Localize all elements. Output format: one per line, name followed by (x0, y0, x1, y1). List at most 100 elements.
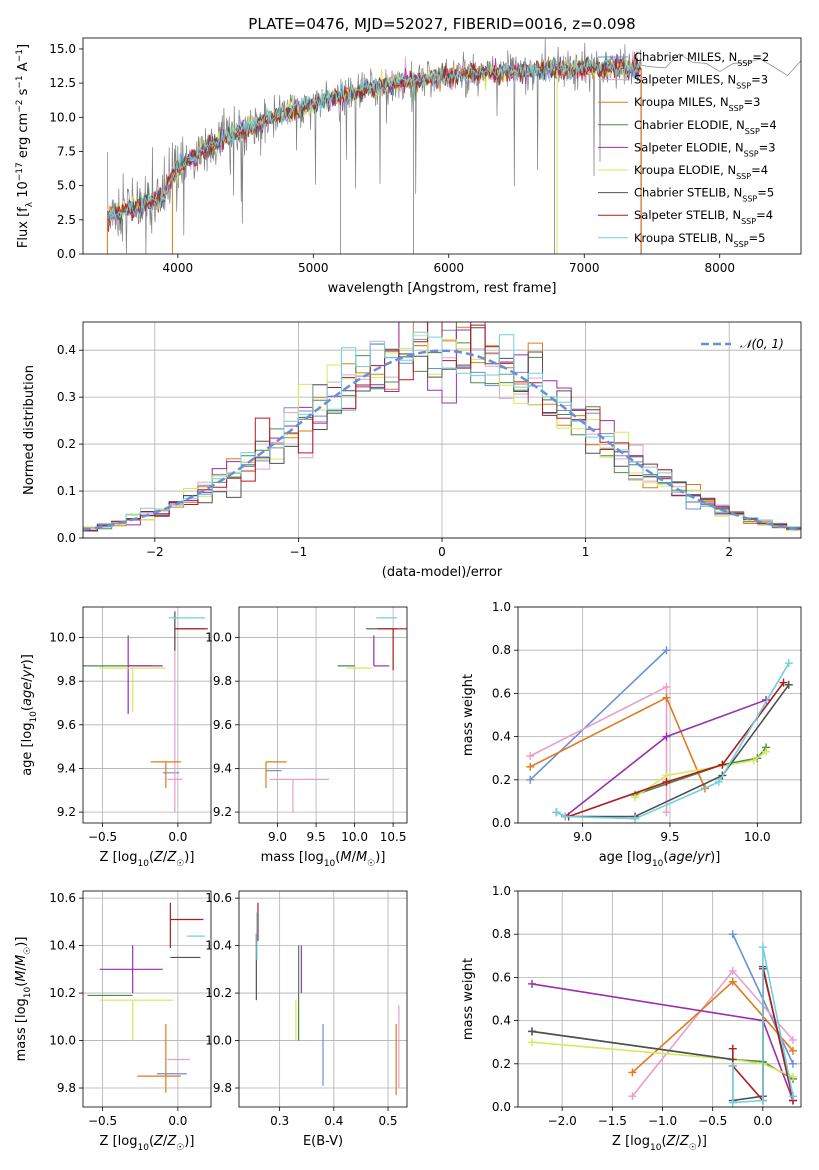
legend-label-main: Chabrier MILES, N (634, 50, 737, 64)
legend-label: Chabrier STELIB, NSSP=5 (634, 186, 774, 204)
x-tick-label: 0.3 (270, 1114, 289, 1128)
x-axis-label-part: M (356, 850, 367, 865)
y-axis-label-part: )] (20, 654, 35, 664)
legend-label-main: Salpeter MILES, N (634, 73, 736, 87)
y-tick-label: 0.3 (57, 390, 76, 404)
axes-frame (82, 606, 212, 824)
x-tick-label: −2.0 (548, 1114, 577, 1128)
y-axis-label-part: log (20, 723, 35, 743)
panel-spectrum: 4000 5000 6000 7000 8000 0.0 2.5 5.0 7.5 10.0 12.5… (15, 37, 802, 296)
y-axis-label-part: M (14, 955, 29, 966)
spectrum-model-chabrier_stelib (106, 55, 642, 224)
legend-label-suffix: =5 (749, 231, 766, 245)
series-line (529, 649, 668, 781)
y-axis-label-part: mass [ (14, 1018, 29, 1061)
y-axis-label-part: M (14, 970, 29, 981)
x-axis-label-part: ☉ (176, 859, 184, 869)
y-axis-label-part: −17 (15, 162, 25, 181)
y-axis-label-part: s (16, 88, 31, 99)
y-tick-label: 0.0 (492, 816, 511, 830)
y-tick-label: 0.6 (492, 970, 511, 984)
errorbar-kroupa_elodie (99, 667, 166, 712)
legend-label-suffix: =5 (757, 186, 774, 200)
y-axis-label-part: Normed distribution (22, 365, 37, 495)
series-line (731, 947, 794, 1104)
chart-panels: 4000 5000 6000 7000 80000.02.55.07.510.012.5… (14, 37, 802, 1153)
y-tick-label: 0.4 (492, 730, 511, 744)
errorbar-salpeter_elodie (127, 635, 163, 714)
x-axis-label-part: 10 (137, 859, 149, 869)
x-tick-label: 8000 (704, 261, 735, 275)
series-kroupa_stelib (728, 943, 797, 1107)
spectrum-model-salpeter_elodie (106, 53, 641, 222)
y-axis-label-part: age [ (20, 742, 35, 775)
x-tick-label: −0.5 (698, 1114, 727, 1128)
x-axis-label-part: mass [ (261, 850, 304, 865)
series-line (531, 1041, 794, 1078)
x-tick-label: −2 (146, 545, 164, 559)
x-axis-label: Z [log10(Z/Z☉)] (612, 1134, 707, 1153)
legend-label-main: Kroupa ELODIE, N (634, 163, 736, 177)
y-tick-label: 15.0 (49, 42, 76, 56)
panel-residuals: −2 −1 0 1 2 0.0 0.1 0.2 0.3 0.4 (data-model)/error… (22, 321, 802, 580)
y-axis-label-part: Flux [f (16, 207, 31, 248)
x-axis-label-part: Z (153, 850, 164, 865)
y-tick-label: 12.5 (49, 76, 76, 90)
plot-area (265, 617, 407, 813)
x-tick-label: 0 (438, 545, 446, 559)
spectrum-model-kroupa_stelib (107, 58, 642, 221)
legend-label-suffix: =4 (751, 163, 768, 177)
y-tick-label: 0.0 (492, 1100, 511, 1114)
y-axis-label-part: age (20, 682, 35, 706)
y-axis-label: mass weight (461, 958, 476, 1040)
legend-label-main: Chabrier STELIB, N (634, 186, 742, 200)
x-tick-label: −1.0 (648, 1114, 677, 1128)
y-axis-label-part: 10 (23, 986, 33, 998)
legend-label-main: Salpeter STELIB, N (634, 208, 741, 222)
x-axis-label-part: Z (166, 1134, 177, 1149)
errorbar-salpeter_miles (167, 620, 183, 813)
x-axis-label: wavelength [Angstrom, rest frame] (328, 281, 557, 296)
y-tick-label: 0.2 (492, 1057, 511, 1071)
y-axis-label: age [log10(age/yr)] (20, 654, 39, 776)
x-axis-label-part: log (632, 850, 652, 865)
x-tick-label: 10.5 (380, 830, 407, 844)
x-axis-label-part: ( (149, 1134, 154, 1149)
y-tick-label: 0.2 (492, 773, 511, 787)
x-axis-label-part: Z [ (612, 1134, 630, 1149)
y-tick-label: 0.2 (57, 437, 76, 451)
y-axis-label-part: )] (14, 937, 29, 947)
x-tick-label: 9.5 (307, 830, 326, 844)
y-tick-label: 10.4 (205, 939, 232, 953)
y-tick-label: 1.0 (492, 600, 511, 614)
legend-label: Kroupa STELIB, NSSP=5 (634, 231, 765, 249)
legend-label-sub: SSP (744, 149, 759, 158)
legend-label-suffix: =4 (760, 118, 777, 132)
x-tick-label: 4000 (163, 261, 194, 275)
y-tick-label: 0.1 (57, 484, 76, 498)
x-axis-label-part: wavelength [Angstrom, rest frame] (328, 281, 557, 296)
y-tick-label: 9.6 (213, 718, 232, 732)
legend-label: Salpeter ELODIE, NSSP=3 (634, 140, 776, 158)
legend-label-sub: SSP (736, 172, 751, 181)
legend-label-normal: 𝒩(0, 1) (740, 337, 784, 351)
x-tick-label: 9.5 (660, 830, 679, 844)
y-axis-label-part: −2 (15, 100, 25, 113)
legend-label-sub: SSP (736, 81, 751, 90)
x-axis-label: mass [log10(M/M☉)] (261, 850, 386, 869)
errorbar-salpeter_elodie (373, 635, 390, 667)
x-axis-label-part: (data-model)/error (382, 565, 503, 580)
x-axis-label-part: 10 (137, 1143, 149, 1153)
y-tick-label: 0.6 (492, 686, 511, 700)
y-axis-label-part: −1 (15, 75, 25, 88)
x-axis-label-part: log (630, 1134, 650, 1149)
errorbar-kroupa_miles (137, 1023, 181, 1093)
legend-label-main: Chabrier ELODIE, N (634, 118, 745, 132)
y-tick-label: 7.5 (57, 144, 76, 158)
y-axis-label-part: A (16, 62, 31, 75)
x-tick-label: 5000 (298, 261, 329, 275)
spectrum-model-salpeter_miles (107, 50, 642, 227)
y-axis-label-part: 10 (29, 711, 39, 723)
x-tick-label: 9.0 (573, 830, 592, 844)
